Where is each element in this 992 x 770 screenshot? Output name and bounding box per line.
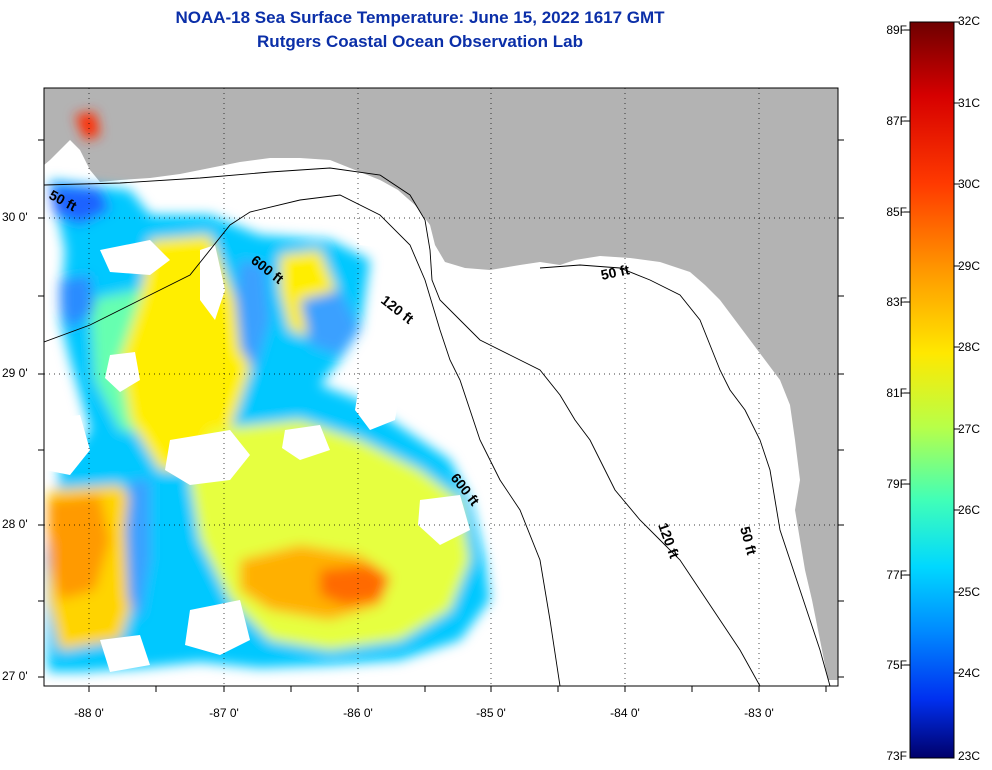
colorbar-f-label: 85F [886,205,907,219]
lon-label-87: -87 0' [209,706,239,720]
axis-ticks [38,139,844,692]
depth-label-50ft-south: 50 ft [737,525,760,557]
colorbar-f-label: 81F [886,386,907,400]
colorbar-c-label: 25C [958,585,981,599]
lon-label-86: -86 0' [343,706,373,720]
colorbar-c-label: 32C [958,14,981,28]
depth-contours [44,167,831,686]
contour-600ft [44,194,561,686]
colorbar-f-label: 89F [886,23,907,37]
colorbar-f-label: 87F [886,114,907,128]
colorbar-f-label: 83F [886,295,907,309]
colorbar-c-label: 29C [958,259,981,273]
colorbar-f-label: 79F [886,477,907,491]
contour-120ft [44,167,761,686]
cloud-patches [45,190,470,672]
lon-label-83: -83 0' [744,706,774,720]
lat-label-28: 28 0' [2,517,28,531]
colorbar-c-label: 27C [958,422,981,436]
land-mass [44,88,838,680]
colorbar-c-label: 24C [958,666,981,680]
colorbar-c-label: 30C [958,177,981,191]
colorbar-c-label: 23C [958,749,981,763]
lon-label-84: -84 0' [610,706,640,720]
map-subtitle: Rutgers Coastal Ocean Observation Lab [257,32,583,51]
colorbar-f-label: 75F [886,658,907,672]
lon-label-85: -85 0' [476,706,506,720]
colorbar-f-label: 73F [886,749,907,763]
colorbar-c-label: 26C [958,503,981,517]
lat-label-30: 30 0' [2,210,28,224]
depth-label-50ft-east: 50 ft [599,261,631,283]
colorbar-ticks [904,21,960,674]
map-title: NOAA-18 Sea Surface Temperature: June 15… [175,8,665,27]
lat-label-29: 29 0' [2,366,28,380]
map-frame [43,87,839,687]
lat-label-27: 27 0' [2,669,28,683]
colorbar-c-label: 28C [958,340,981,354]
lon-label-88: -88 0' [74,706,104,720]
contour-50ft-east [539,264,831,686]
colorbar [909,21,955,759]
colorbar-c-label: 31C [958,96,981,110]
colorbar-f-label: 77F [886,568,907,582]
